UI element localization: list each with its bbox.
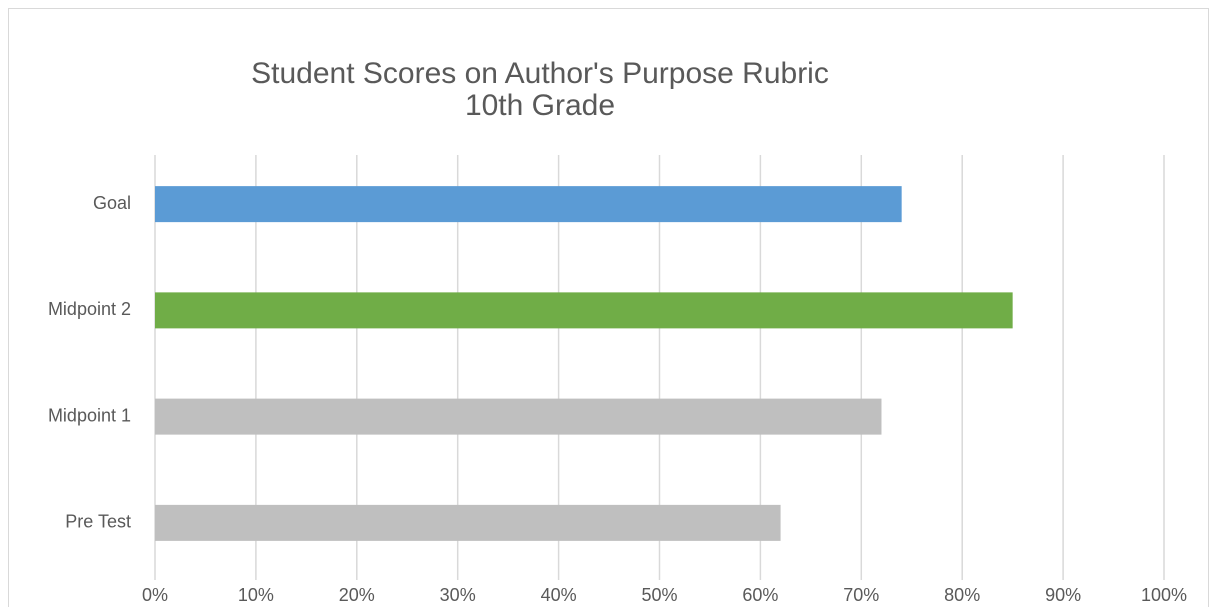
y-tick-label: Goal — [93, 193, 131, 213]
chart-title: Student Scores on Author's Purpose Rubri… — [251, 57, 829, 90]
x-tick-label: 30% — [440, 585, 476, 605]
x-tick-label: 100% — [1141, 585, 1187, 605]
y-tick-label: Midpoint 1 — [48, 405, 131, 425]
x-tick-label: 40% — [541, 585, 577, 605]
x-tick-label: 80% — [944, 585, 980, 605]
x-tick-label: 70% — [843, 585, 879, 605]
x-tick-label: 10% — [238, 585, 274, 605]
bar — [155, 398, 882, 435]
bar — [155, 504, 781, 541]
bar — [155, 292, 1013, 329]
y-tick-label: Pre Test — [65, 512, 131, 532]
x-tick-label: 50% — [641, 585, 677, 605]
x-tick-label: 90% — [1045, 585, 1081, 605]
chart-subtitle: 10th Grade — [465, 89, 615, 122]
bar — [155, 186, 902, 223]
x-tick-label: 20% — [339, 585, 375, 605]
y-tick-label: Midpoint 2 — [48, 299, 131, 319]
x-tick-label: 60% — [742, 585, 778, 605]
x-tick-label: 0% — [142, 585, 168, 605]
